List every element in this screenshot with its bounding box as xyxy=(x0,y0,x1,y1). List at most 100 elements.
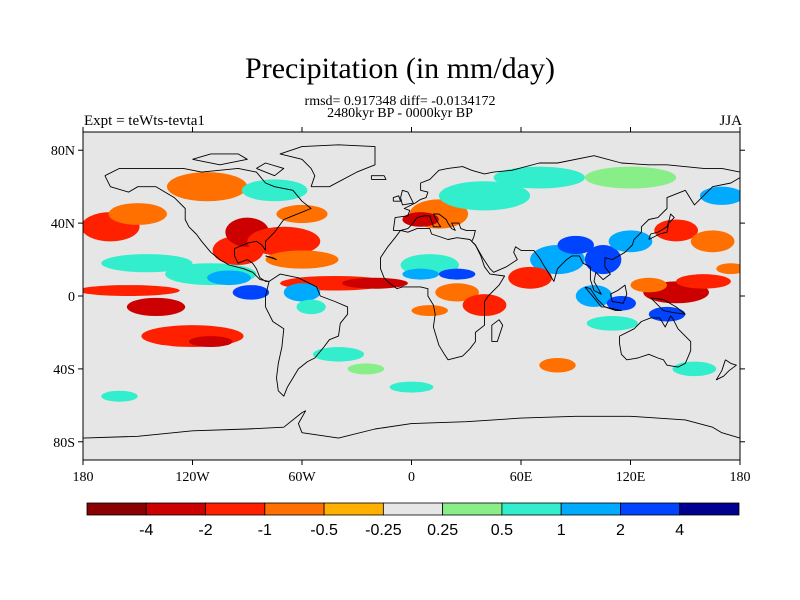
colorbar-swatch xyxy=(382,502,444,516)
anomaly-region xyxy=(584,166,677,189)
coastline xyxy=(609,284,628,304)
colorbar-swatch xyxy=(145,502,206,516)
colorbar-label: -4 xyxy=(139,522,153,539)
colorbar-swatch xyxy=(86,502,147,516)
colorbar-label: -0.5 xyxy=(310,522,338,539)
anomaly-region xyxy=(699,186,740,205)
colorbar: -4 -2 -1 -0.5 -0.25 0.25 0.5 1 2 4 xyxy=(86,502,740,539)
anomaly-region xyxy=(608,230,653,253)
anomaly-region xyxy=(411,305,448,317)
colorbar-swatch xyxy=(620,502,681,516)
colorbar-label: 4 xyxy=(675,522,684,539)
lat-tick-label: 40S xyxy=(53,363,75,378)
anomaly-region xyxy=(438,268,476,280)
anomaly-region xyxy=(672,361,717,377)
coastline xyxy=(400,189,414,206)
anomaly-region xyxy=(347,363,385,375)
coastline xyxy=(619,315,692,368)
colorbar-label: 0.5 xyxy=(491,522,513,539)
anomaly-region xyxy=(276,204,328,224)
coastline xyxy=(648,213,675,240)
lat-tick-label: 80S xyxy=(53,436,75,451)
coastlines xyxy=(83,144,740,439)
experiment-label: Expt = teWts-tevta1 xyxy=(84,113,205,129)
anomaly-region xyxy=(101,390,138,402)
anomaly-region xyxy=(188,336,233,348)
lon-tick-label: 180 xyxy=(73,470,94,485)
period-subtitle: 2480kyr BP - 0000kyr BP xyxy=(327,106,473,121)
anomaly-region xyxy=(648,306,686,322)
coastline xyxy=(370,175,387,180)
colorbar-label: 1 xyxy=(557,522,566,539)
colorbar-swatch xyxy=(205,502,266,516)
anomaly-region xyxy=(438,181,531,211)
coastline xyxy=(392,155,740,295)
season-label: JJA xyxy=(719,113,742,129)
coastline xyxy=(650,297,686,315)
anomaly-region xyxy=(296,299,326,315)
coastline xyxy=(265,255,277,261)
coastline xyxy=(192,153,248,166)
colorbar-swatch xyxy=(679,502,740,516)
lat-tick-label: 0 xyxy=(68,290,75,305)
anomaly-region xyxy=(557,235,594,255)
anomaly-region xyxy=(283,283,321,302)
coastline xyxy=(265,273,349,397)
colorbar-label: -1 xyxy=(258,522,272,539)
colorbar-label: 2 xyxy=(616,522,625,539)
anomaly-region xyxy=(389,381,434,393)
coastline xyxy=(279,144,376,188)
anomaly-region xyxy=(126,297,186,317)
anomaly-region xyxy=(342,277,408,289)
lon-tick-label: 180 xyxy=(730,470,751,485)
stats-subtitle: rmsd= 0.917348 diff= -0.0134172 xyxy=(304,94,496,109)
coastline xyxy=(491,319,504,343)
anomaly-field xyxy=(83,166,740,402)
lon-tick-label: 120W xyxy=(175,470,210,485)
anomaly-region xyxy=(435,283,480,302)
coastline xyxy=(83,410,740,439)
anomaly-region xyxy=(265,250,339,269)
lat-tick-label: 80N xyxy=(51,144,75,159)
anomaly-region xyxy=(108,203,167,225)
lon-tick-label: 60W xyxy=(288,470,316,485)
anomaly-region xyxy=(312,347,365,362)
anomaly-region xyxy=(207,270,251,286)
anomaly-region xyxy=(402,268,439,280)
colorbar-swatch xyxy=(264,502,325,516)
anomaly-region xyxy=(166,172,248,202)
map-title: Precipitation (in mm/day) xyxy=(245,52,555,85)
anomaly-region xyxy=(232,285,270,300)
anomaly-region xyxy=(676,274,731,289)
colorbar-swatch xyxy=(501,502,562,516)
colorbar-swatch xyxy=(442,502,503,516)
anomaly-region xyxy=(101,254,193,273)
anomaly-region xyxy=(630,277,667,293)
anomaly-region xyxy=(654,219,699,242)
anomaly-region xyxy=(508,266,553,289)
anomaly-region xyxy=(584,244,622,275)
colorbar-swatch xyxy=(323,502,384,516)
coastline xyxy=(715,359,737,381)
map-axes: 180 120W 60W 0 60E 120E 180 80N 40N 0 40S 80S xyxy=(51,127,751,485)
anomaly-region xyxy=(493,166,585,189)
anomaly-region xyxy=(83,285,180,296)
anomaly-region xyxy=(241,179,308,202)
anomaly-region xyxy=(690,230,735,253)
anomaly-region xyxy=(539,357,576,373)
coastline xyxy=(380,228,506,361)
coastline xyxy=(604,306,622,312)
coastline xyxy=(104,167,312,282)
colorbar-label: 0.25 xyxy=(427,522,458,539)
colorbar-swatch xyxy=(560,502,621,516)
anomaly-region xyxy=(586,316,638,331)
colorbar-label: -2 xyxy=(198,522,212,539)
lon-tick-label: 60E xyxy=(510,470,533,485)
lon-tick-label: 120E xyxy=(616,470,646,485)
coastline xyxy=(392,195,402,202)
coastline xyxy=(256,162,285,177)
anomaly-region xyxy=(716,263,740,275)
colorbar-label: -0.25 xyxy=(365,522,402,539)
anomaly-region xyxy=(575,285,613,307)
